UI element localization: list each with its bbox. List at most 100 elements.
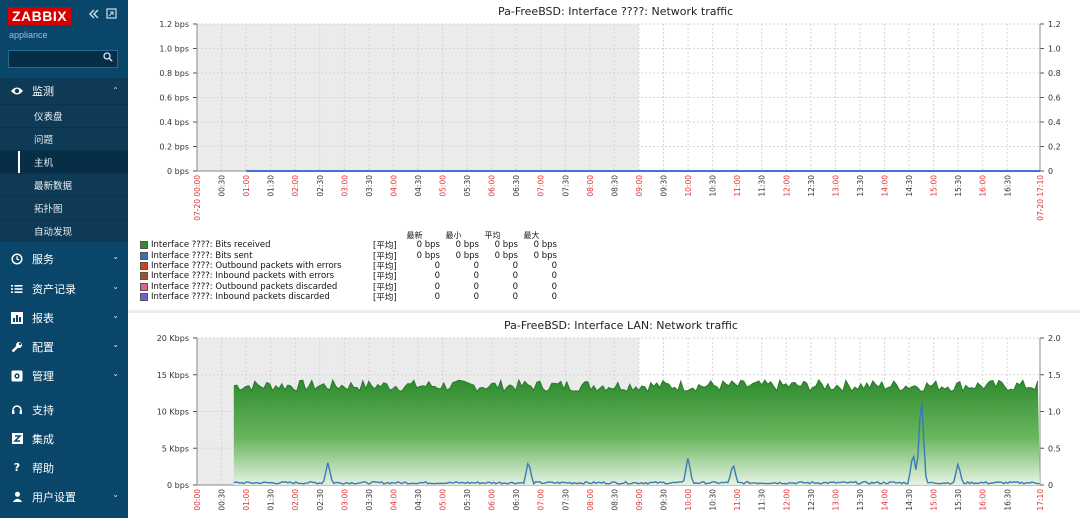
graph1-x-tick-label: 06:30: [512, 175, 521, 197]
legend-item-value: 0 bps: [455, 250, 479, 261]
graph1-y-tick-label-left: 1.2 bps: [159, 20, 189, 29]
zabbix-logo[interactable]: ZABBIX: [8, 7, 72, 25]
submenu-hosts[interactable]: 主机: [0, 150, 128, 174]
chevron-down-icon: ⌄: [112, 340, 119, 349]
menu-monitoring-label: 监测: [32, 85, 54, 98]
graph2-x-tick-label: 15:30: [954, 489, 963, 511]
graph1-y-tick-label-left: 0.8 bps: [159, 69, 189, 78]
graph2-x-tick-label: 04:30: [414, 489, 423, 511]
menu-reports[interactable]: 报表 ⌄: [0, 303, 128, 332]
graph2-x-tick-label: 16:30: [1003, 489, 1012, 511]
legend-swatch: [140, 261, 148, 270]
legend-row: Interface ????: Bits received [平均] 0 bps 0 …: [140, 240, 557, 251]
list-icon: [10, 282, 24, 296]
graph2-x-tick-label: 09:30: [660, 489, 669, 511]
legend-swatch: [140, 282, 148, 291]
graph1-x-tick-label: 07:30: [561, 175, 570, 197]
graph2-x-tick-label: 08:30: [610, 489, 619, 511]
graph2-x-tick-label: 07:30: [561, 489, 570, 511]
graph2-x-tick-label: 11:30: [758, 489, 767, 511]
graph1-x-tick-label: 12:00: [782, 175, 791, 197]
chevron-down-icon: ⌄: [112, 369, 119, 378]
search-icon[interactable]: [103, 52, 113, 62]
graph2-x-tick-label: 08:00: [586, 489, 595, 511]
chart-icon: [10, 311, 24, 325]
legend-item-function: [平均]: [373, 251, 397, 262]
menu-help[interactable]: ? 帮助: [0, 453, 128, 482]
menu-monitoring[interactable]: 监测 ⌃: [0, 78, 128, 104]
graph1-y-tick-label-right: 0.6: [1048, 94, 1061, 103]
graph1-y-tick-label-left: 0.6 bps: [159, 94, 189, 103]
graph1-x-tick-label: 10:00: [684, 175, 693, 197]
collapse-sidebar-icon[interactable]: [88, 8, 100, 23]
legend-item-value: 0: [473, 281, 479, 292]
legend-item-value: 0: [434, 281, 440, 292]
graph1-x-tick-label: 00:30: [218, 175, 227, 197]
graph1-y-tick-label-left: 0.2 bps: [159, 143, 189, 152]
legend-rows: Interface ????: Bits received [平均] 0 bps 0 …: [140, 240, 557, 304]
graph1-x-tick-label: 03:00: [340, 175, 349, 197]
menu-inventory-label: 资产记录: [32, 282, 76, 296]
graph2-x-tick-label: 06:00: [488, 489, 497, 511]
graph2-x-tick-label: 02:00: [291, 489, 300, 511]
gear-icon: [10, 369, 24, 383]
graph1-canvas[interactable]: 07-20 00:00 00:30 01:00 01:30 02:00 02:30 03:0…: [128, 0, 1080, 230]
legend-item-name: Interface ????: Inbound packets discarde…: [151, 292, 330, 303]
menu-support[interactable]: 支持: [0, 395, 128, 424]
graph1-x-tick-label: 02:30: [316, 175, 325, 197]
submenu-discovery[interactable]: 自动发现: [0, 219, 128, 242]
graph2-x-tick-label: 00:30: [218, 489, 227, 511]
graph1-x-tick-label: 07:00: [537, 175, 546, 197]
submenu-maps[interactable]: 拓扑图: [0, 196, 128, 219]
submenu-dashboard[interactable]: 仪表盘: [0, 104, 128, 127]
graph2-x-tick-label: 01:00: [242, 489, 251, 511]
legend-item-function: [平均]: [373, 293, 397, 304]
appliance-label: appliance: [9, 30, 48, 40]
wrench-icon: [10, 340, 24, 354]
graph1-y-tick-label-right: 0.8: [1048, 69, 1061, 78]
legend-item-value: 0: [551, 260, 557, 271]
kiosk-mode-icon[interactable]: [106, 8, 117, 22]
graph1-x-tick-label: 06:00: [488, 175, 497, 197]
legend-item-name: Interface ????: Outbound packets discard…: [151, 281, 338, 292]
menu-integrations[interactable]: 集成: [0, 424, 128, 453]
legend-header-min: 最小: [445, 231, 462, 240]
legend-row: Interface ????: Inbound packets discarde…: [140, 292, 557, 304]
logo[interactable]: ZABBIX: [8, 6, 72, 25]
graph1-x-tick-label: 08:30: [610, 175, 619, 197]
zabbix-z-icon: [10, 432, 24, 446]
graph1-y-tick-label-right: 1.2: [1048, 20, 1061, 29]
submenu-problems[interactable]: 问题: [0, 127, 128, 150]
legend-row: Interface ????: Inbound packets with err…: [140, 271, 557, 282]
graph1-x-tick-label: 04:00: [389, 175, 398, 197]
menu-support-label: 支持: [32, 403, 54, 417]
menu-reports-label: 报表: [32, 311, 54, 325]
graph1-y-tick-label-right: 0.4: [1048, 118, 1061, 127]
menu-user-settings[interactable]: 用户设置 ⌄: [0, 482, 128, 511]
graph2-canvas[interactable]: 00:00 00:30 01:00 01:30 02:00 02:30 03:00 03:30…: [128, 313, 1080, 518]
menu-configuration[interactable]: 配置 ⌄: [0, 332, 128, 361]
graph2-title: Pa-FreeBSD: Interface LAN: Network traff…: [504, 319, 738, 332]
graph2-x-tick-label: 14:30: [905, 489, 914, 511]
graph1-title: Pa-FreeBSD: Interface ????: Network traf…: [498, 5, 734, 18]
graph2-y-tick-label-right: 2.0: [1048, 334, 1061, 343]
legend-item-value: 0 bps: [494, 250, 518, 261]
menu-services[interactable]: 服务 ⌄: [0, 244, 128, 274]
question-icon: ?: [13, 461, 21, 474]
chevron-down-icon: ⌄: [112, 252, 119, 261]
graph2-x-tick-label: 03:00: [340, 489, 349, 511]
graph2-y-tick-label-right: 0.5: [1048, 444, 1061, 453]
legend-item-value: 0: [473, 260, 479, 271]
legend-item-name: Interface ????: Outbound packets with er…: [151, 260, 342, 271]
menu-integrations-label: 集成: [32, 432, 54, 446]
graph1-x-tick-label: 16:00: [979, 175, 988, 197]
search-input[interactable]: [8, 50, 118, 68]
menu-administration[interactable]: 管理 ⌄: [0, 361, 128, 390]
graph2-y-tick-label-left: 15 Kbps: [157, 371, 189, 380]
graph2-y-tick-label-left: 0 bps: [167, 481, 189, 490]
legend-header-max: 最大: [523, 231, 540, 240]
menu-inventory[interactable]: 资产记录 ⌄: [0, 274, 128, 303]
menu-configuration-label: 配置: [32, 340, 54, 354]
submenu-latest-data[interactable]: 最新数据: [0, 173, 128, 196]
legend-item-value: 0: [512, 271, 518, 282]
